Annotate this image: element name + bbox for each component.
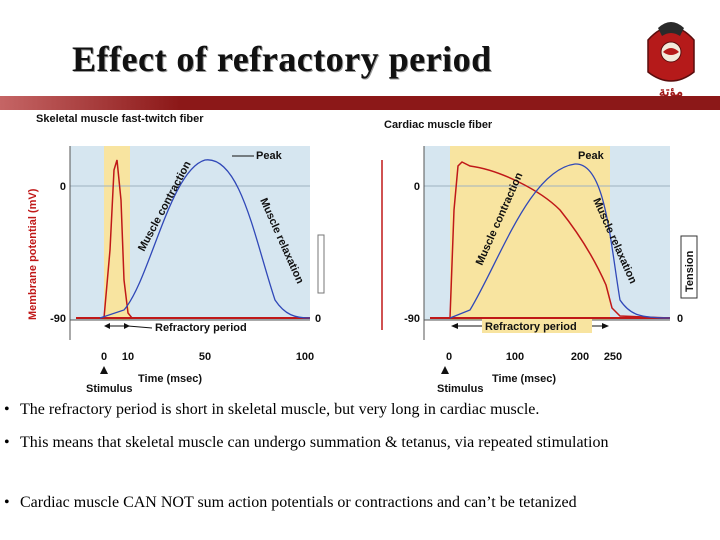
cardiac-x-tick-0: 0 xyxy=(446,351,452,363)
cardiac-refractory-label: Refractory period xyxy=(485,321,577,333)
cardiac-right-tick: 0 xyxy=(677,313,683,325)
cardiac-x-tick-1: 100 xyxy=(506,351,524,363)
skeletal-stimulus-label: Stimulus xyxy=(86,383,132,395)
logo-script: مؤتة xyxy=(659,84,683,98)
cardiac-x-tick-3: 250 xyxy=(604,351,622,363)
skeletal-x-tick-0: 0 xyxy=(101,351,107,363)
bullet-dot: • xyxy=(4,494,10,511)
bullet-text: The refractory period is short in skelet… xyxy=(20,401,540,418)
skeletal-y-axis-label: Membrane potential (mV) xyxy=(27,188,39,320)
skeletal-action-potential xyxy=(76,159,133,319)
cardiac-y-tick-0: 0 xyxy=(414,181,420,193)
cardiac-y-tick-1: -90 xyxy=(404,313,420,325)
skeletal-heading: Skeletal muscle fast-twitch fiber xyxy=(36,113,204,125)
cardiac-stimulus-arrow xyxy=(441,366,449,374)
refractory-diagram: Skeletal muscle fast-twitch fiber Membra… xyxy=(27,113,698,395)
skeletal-panel: Skeletal muscle fast-twitch fiber Membra… xyxy=(27,113,321,395)
skeletal-stimulus-arrow xyxy=(100,366,108,374)
skeletal-right-tick: 0 xyxy=(315,313,321,325)
cardiac-stimulus-label: Stimulus xyxy=(437,383,483,395)
cardiac-peak-label: Peak xyxy=(578,150,605,162)
cardiac-action-potential xyxy=(430,161,671,319)
skeletal-y-tick-0: 0 xyxy=(60,181,66,193)
university-crest-icon: مؤتة xyxy=(647,22,695,98)
cardiac-tension-box xyxy=(680,235,698,299)
cardiac-x-tick-2: 200 xyxy=(571,351,589,363)
cardiac-tension-label: Tension xyxy=(684,250,696,292)
slide-title: Effect of refractory period xyxy=(72,39,492,79)
skeletal-tension-curve xyxy=(99,159,311,319)
title-bar-highlight xyxy=(0,96,180,110)
bullet-text: This means that skeletal muscle can unde… xyxy=(20,434,609,451)
skeletal-x-tick-1: 10 xyxy=(122,351,134,363)
skeletal-x-tick-3: 100 xyxy=(296,351,314,363)
bullet-dot: • xyxy=(4,401,10,418)
skeletal-y-tick-1: -90 xyxy=(50,313,66,325)
cardiac-refractory-band xyxy=(450,146,610,320)
cardiac-tension-curve xyxy=(449,163,671,319)
cardiac-x-axis-label: Time (msec) xyxy=(492,373,556,385)
skeletal-x-tick-2: 50 xyxy=(199,351,211,363)
skeletal-refractory-label: Refractory period xyxy=(155,322,247,334)
bullet-dot: • xyxy=(4,434,10,451)
skeletal-x-axis-label: Time (msec) xyxy=(138,373,202,385)
bullet-text: Cardiac muscle CAN NOT sum action potent… xyxy=(20,494,577,511)
cardiac-heading: Cardiac muscle fiber xyxy=(384,119,493,131)
cardiac-panel: Cardiac muscle fiber 0 -90 0 Tension 0 1… xyxy=(384,119,698,395)
skeletal-peak-label: Peak xyxy=(256,150,283,162)
title-bar xyxy=(0,96,720,110)
